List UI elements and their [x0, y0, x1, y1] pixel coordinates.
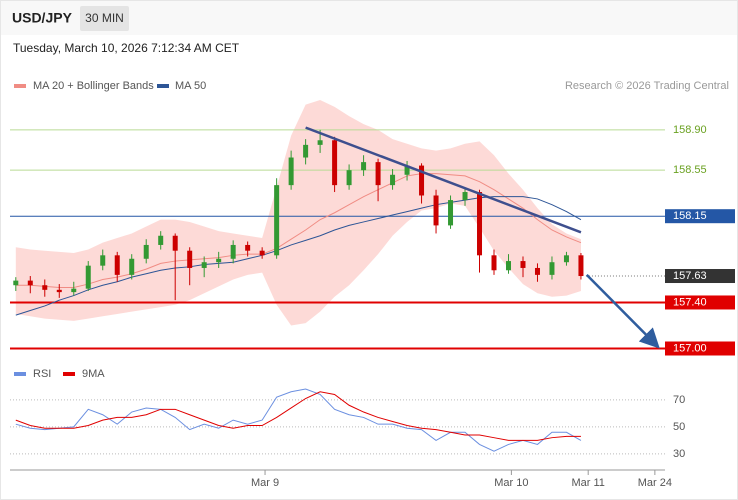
candle-body — [42, 285, 48, 290]
bollinger-band — [15, 100, 581, 326]
level-label-box — [665, 209, 735, 224]
candle-body — [404, 165, 410, 175]
candle-body — [100, 255, 106, 266]
level-label: 157.00 — [673, 342, 707, 354]
ma-line — [15, 173, 582, 289]
candle-body — [433, 195, 439, 226]
candle-body — [375, 162, 381, 186]
candle-body — [27, 280, 33, 286]
candle-body — [390, 174, 396, 186]
candle-body — [71, 288, 77, 293]
candle-body — [563, 255, 569, 263]
y-tick-label: 50 — [673, 421, 685, 433]
legend-swatch — [14, 84, 26, 88]
candle-body — [520, 261, 526, 268]
symbol: USD/JPY — [12, 10, 73, 26]
candle-body — [332, 140, 338, 186]
candle-body — [274, 185, 280, 256]
candle-body — [317, 140, 323, 145]
candle-body — [129, 258, 135, 275]
y-tick-label: 30 — [673, 448, 685, 460]
candle-body — [259, 250, 265, 256]
candle-body — [230, 244, 236, 259]
legend-label: MA 20 + Bollinger Bands — [33, 80, 154, 92]
level-label: 157.63 — [673, 270, 707, 282]
level-label-box — [665, 341, 735, 356]
legend-swatch — [63, 372, 75, 376]
interval-box[interactable] — [80, 6, 129, 31]
candle-body — [303, 144, 309, 158]
candle-body — [143, 244, 149, 259]
legend-label: RSI — [33, 368, 51, 380]
x-tick-label: Mar 11 — [571, 477, 604, 489]
candle-body — [462, 192, 468, 201]
legend-swatch — [157, 84, 169, 88]
level-label-box — [665, 295, 735, 310]
candle-body — [187, 250, 193, 268]
candle-body — [491, 255, 497, 271]
x-tick-label: Mar 24 — [638, 477, 672, 489]
candle-body — [245, 244, 251, 251]
candle-body — [578, 255, 584, 277]
candle-body — [419, 165, 425, 196]
candle-body — [114, 255, 120, 275]
candle-body — [346, 170, 352, 186]
attribution: Research © 2026 Trading Central — [565, 80, 729, 92]
rsi-line — [15, 388, 582, 452]
x-tick-label: Mar 9 — [251, 477, 279, 489]
candle-body — [534, 267, 540, 275]
interval[interactable]: 30 MIN — [85, 11, 124, 25]
candle-body — [216, 258, 222, 263]
candle-body — [201, 262, 207, 268]
legend-label: 9MA — [82, 368, 105, 380]
candle-body — [85, 265, 91, 289]
legend-label: MA 50 — [175, 80, 206, 92]
rsi-line — [15, 391, 581, 441]
level-label: 158.90 — [673, 124, 707, 136]
candle-body — [56, 289, 62, 293]
candle-body — [172, 235, 178, 251]
x-tick-label: Mar 10 — [494, 477, 528, 489]
candle-body — [505, 261, 511, 271]
candle-body — [549, 262, 555, 275]
level-label: 158.15 — [673, 210, 707, 222]
timestamp: Tuesday, March 10, 2026 7:12:34 AM CET — [13, 41, 240, 55]
trend-line — [305, 126, 582, 234]
legend-swatch — [14, 372, 26, 376]
candle-body — [288, 157, 294, 186]
candle-body — [13, 280, 19, 286]
level-label-box — [665, 269, 735, 284]
candle-body — [477, 192, 483, 256]
candle-body — [361, 162, 367, 171]
trend-line — [585, 273, 660, 349]
level-label: 158.55 — [673, 164, 707, 176]
candle-body — [448, 200, 454, 226]
y-tick-label: 70 — [673, 394, 685, 406]
candle-body — [158, 235, 164, 245]
level-label: 157.40 — [673, 296, 707, 308]
